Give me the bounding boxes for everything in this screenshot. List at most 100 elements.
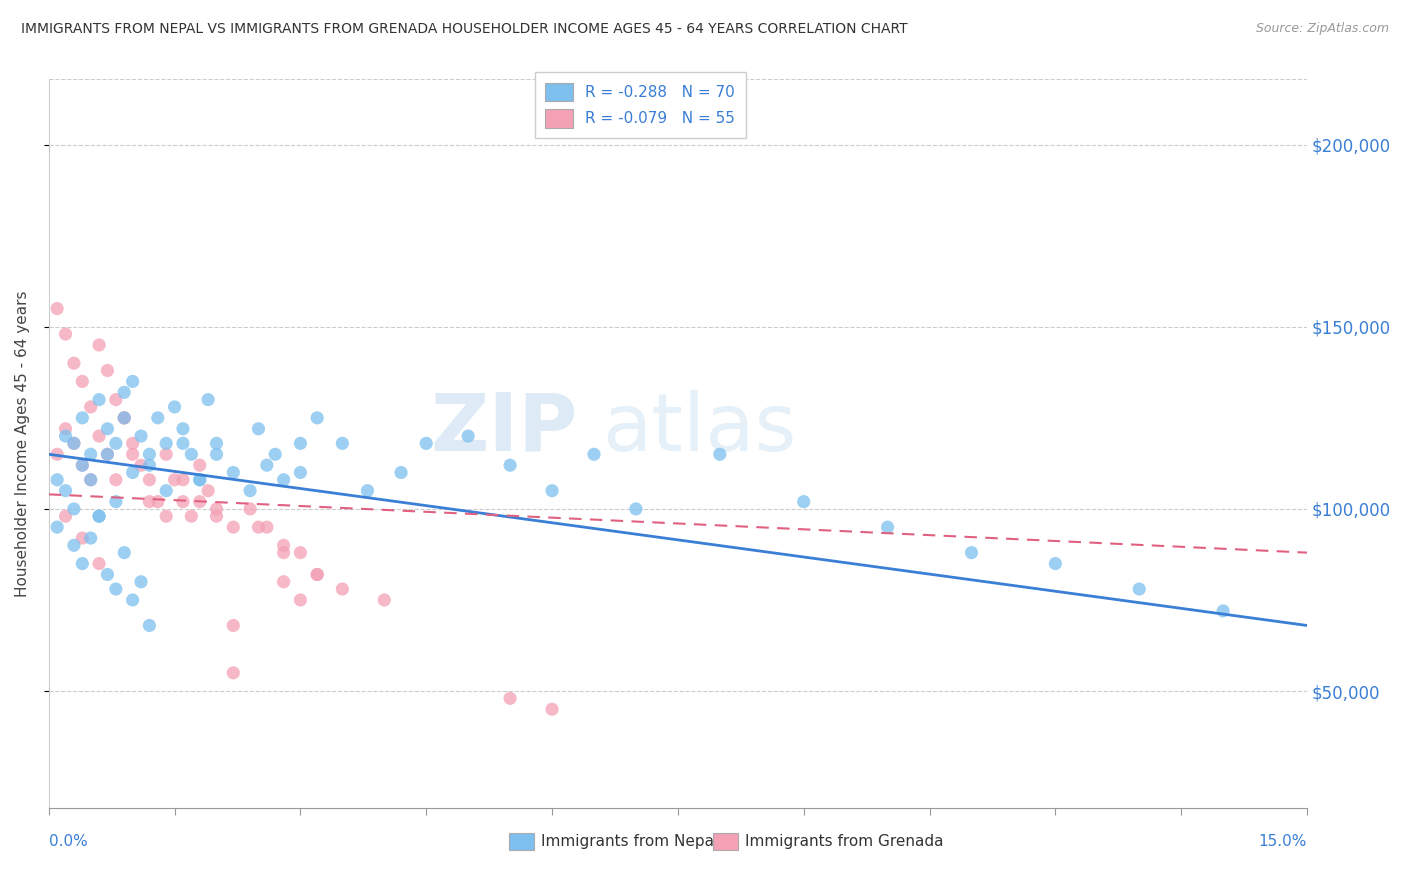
Point <box>46 473 69 487</box>
Point <box>129 458 152 473</box>
Point <box>96 447 118 461</box>
Point <box>63 436 86 450</box>
Point <box>121 447 143 461</box>
Point <box>541 702 564 716</box>
Text: ZIP: ZIP <box>430 390 578 467</box>
Point <box>138 447 160 461</box>
Point <box>264 447 287 461</box>
Point <box>129 574 152 589</box>
Point <box>112 410 135 425</box>
Point <box>247 422 270 436</box>
Point <box>121 436 143 450</box>
Point <box>96 567 118 582</box>
Point <box>373 593 395 607</box>
Point <box>55 509 77 524</box>
Point <box>87 509 110 524</box>
Point <box>709 447 731 461</box>
Point <box>138 494 160 508</box>
Point <box>55 327 77 342</box>
Point <box>172 473 194 487</box>
Text: 0.0%: 0.0% <box>49 834 87 849</box>
Point <box>307 567 329 582</box>
Point <box>205 509 228 524</box>
Point <box>239 502 262 516</box>
Point <box>63 538 86 552</box>
Point <box>307 410 329 425</box>
Point <box>457 429 479 443</box>
Point <box>63 502 86 516</box>
Point <box>104 436 127 450</box>
Point <box>356 483 378 498</box>
Point <box>155 509 177 524</box>
Point <box>247 520 270 534</box>
Point <box>96 363 118 377</box>
Point <box>80 473 103 487</box>
Text: Immigrants from Nepal: Immigrants from Nepal <box>541 834 718 849</box>
Point <box>104 392 127 407</box>
Point <box>273 538 295 552</box>
Point <box>172 422 194 436</box>
Point <box>330 436 353 450</box>
Point <box>205 436 228 450</box>
Point <box>155 436 177 450</box>
Point <box>256 458 278 473</box>
Point <box>96 422 118 436</box>
Point <box>222 520 245 534</box>
Point <box>80 400 103 414</box>
Point <box>172 494 194 508</box>
Point <box>290 593 312 607</box>
Point <box>63 356 86 370</box>
Point <box>121 375 143 389</box>
Point <box>72 458 94 473</box>
Point <box>624 502 647 516</box>
Point <box>273 574 295 589</box>
Point <box>87 392 110 407</box>
Point <box>163 473 186 487</box>
Point <box>256 520 278 534</box>
Point <box>80 473 103 487</box>
Point <box>155 447 177 461</box>
Point <box>960 546 983 560</box>
Point <box>104 582 127 596</box>
Point <box>55 422 77 436</box>
Point <box>188 473 211 487</box>
Point <box>188 473 211 487</box>
Point <box>87 509 110 524</box>
Point <box>146 410 169 425</box>
Point <box>72 375 94 389</box>
Point <box>96 447 118 461</box>
Point <box>46 520 69 534</box>
Point <box>222 618 245 632</box>
Point <box>138 473 160 487</box>
Point <box>72 531 94 545</box>
Point <box>222 466 245 480</box>
Point <box>72 458 94 473</box>
Point <box>205 502 228 516</box>
Point <box>80 531 103 545</box>
Point <box>72 410 94 425</box>
Point <box>205 447 228 461</box>
Point <box>197 483 219 498</box>
Point <box>188 494 211 508</box>
Point <box>112 385 135 400</box>
Point <box>541 483 564 498</box>
Point <box>180 447 202 461</box>
Point <box>155 483 177 498</box>
Point <box>582 447 605 461</box>
Point <box>121 593 143 607</box>
Point <box>146 494 169 508</box>
Point <box>87 338 110 352</box>
Point <box>415 436 437 450</box>
Point <box>290 436 312 450</box>
Point <box>104 494 127 508</box>
Point <box>163 400 186 414</box>
Point <box>55 483 77 498</box>
Point <box>55 429 77 443</box>
Point <box>72 557 94 571</box>
Point <box>273 546 295 560</box>
Text: Source: ZipAtlas.com: Source: ZipAtlas.com <box>1256 22 1389 36</box>
Point <box>330 582 353 596</box>
Point <box>188 458 211 473</box>
Point <box>121 466 143 480</box>
Legend: R = -0.288   N = 70, R = -0.079   N = 55: R = -0.288 N = 70, R = -0.079 N = 55 <box>534 72 745 138</box>
